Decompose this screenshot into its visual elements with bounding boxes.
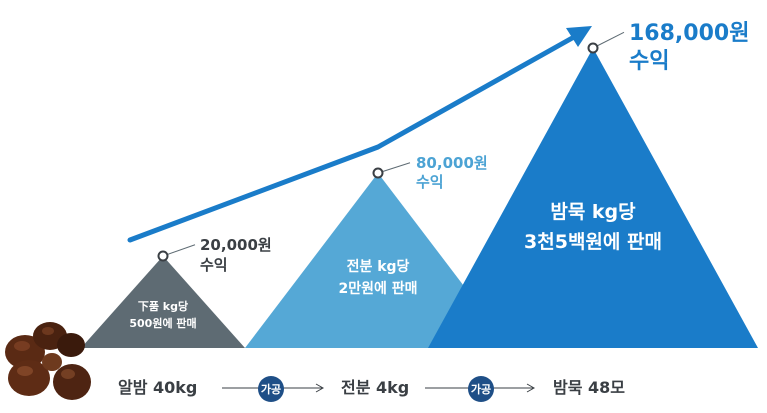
category-label-2: 밤묵 48모 [553, 378, 625, 397]
value-word-0: 수익 [200, 256, 228, 274]
value-label-1: 80,000원 [416, 154, 488, 172]
process-badge-label-1: 가공 [471, 382, 491, 396]
value-marker-1 [372, 167, 384, 179]
triangle-series: 下품 kg당 500원에 판매 전분 kg당 2만원에 판매 밤묵 kg당 3천5백원에 … [81, 48, 758, 348]
chestnut-image [5, 322, 91, 400]
process-badge-0 [258, 376, 284, 402]
value-word-1: 수익 [416, 173, 444, 191]
process-badge-label-0: 가공 [261, 382, 281, 396]
arrow-right-icon [315, 383, 325, 393]
peak-caption-0-0: 下품 kg당 [138, 299, 188, 313]
leader-line-1 [377, 162, 411, 174]
triangle-1 [245, 173, 511, 348]
category-label-0: 알밤 40kg [118, 378, 197, 397]
peak-caption-2-1: 3천5백원에 판매 [524, 231, 662, 253]
peak-caption-0-1: 500원에 판매 [129, 316, 196, 330]
trend-arrowhead-icon [566, 26, 592, 47]
leader-line-0 [162, 244, 196, 257]
trend-arrow [127, 34, 577, 243]
process-badge-1 [468, 376, 494, 402]
leader-line-2 [592, 31, 625, 49]
process-row: 알밤 40kg 가공 전분 4kg 가공 밤묵 48모 [118, 376, 625, 402]
value-marker-2 [587, 42, 599, 54]
peak-caption-1-1: 2만원에 판매 [338, 281, 417, 297]
category-label-1: 전분 4kg [341, 378, 409, 397]
triangle-2 [428, 48, 758, 348]
value-label-2: 168,000원 [629, 21, 749, 46]
arrow-right-icon [526, 383, 536, 393]
value-word-2: 수익 [629, 49, 669, 74]
value-marker-0 [157, 250, 169, 262]
value-label-0: 20,000원 [200, 236, 272, 254]
peak-caption-1-0: 전분 kg당 [347, 258, 410, 275]
peak-caption-2-0: 밤묵 kg당 [550, 201, 636, 223]
triangle-0 [81, 256, 245, 348]
